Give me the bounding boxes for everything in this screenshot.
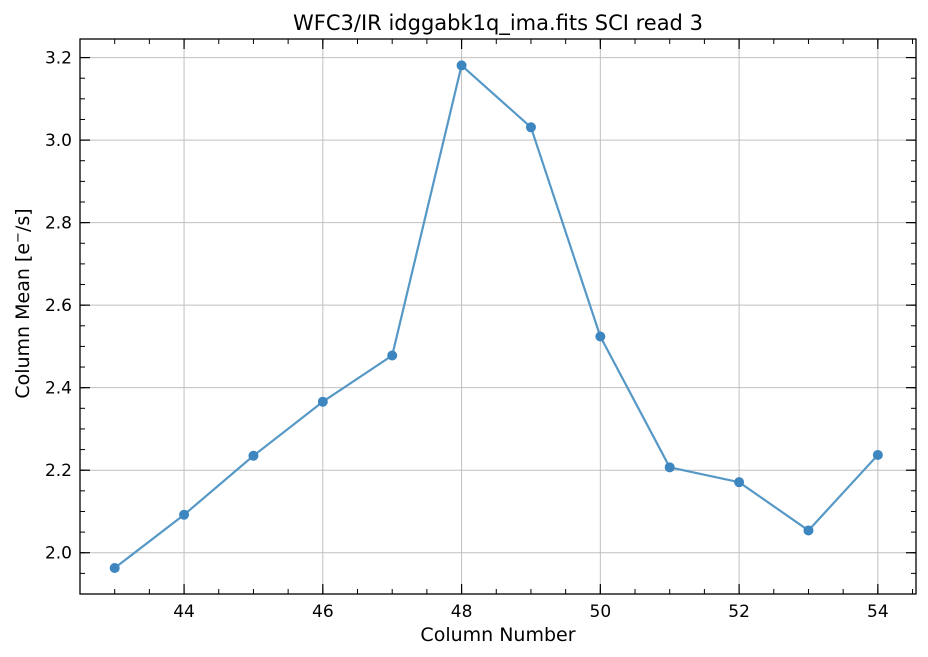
grid	[80, 39, 916, 594]
data-point	[803, 525, 814, 536]
y-tick-label: 2.0	[45, 544, 72, 564]
x-tick-label: 44	[173, 602, 195, 622]
y-tick-label: 2.2	[45, 461, 72, 481]
data-point	[109, 563, 120, 574]
data-point	[734, 477, 745, 488]
y-axis-label-superscript: −	[11, 232, 26, 243]
y-axis-label: Column Mean [e−/s]	[11, 208, 34, 398]
series-line	[114, 64, 879, 569]
data-point	[525, 122, 536, 133]
y-tick-label: 2.8	[45, 214, 72, 234]
x-tick-label: 54	[867, 602, 889, 622]
y-tick-label: 3.2	[45, 49, 72, 69]
x-tick-label: 48	[451, 602, 473, 622]
y-tick-label: 2.4	[45, 379, 72, 399]
x-axis-label: Column Number	[420, 624, 575, 646]
data-point	[387, 350, 398, 361]
series-line-group	[109, 60, 883, 574]
data-point	[317, 396, 328, 407]
data-point	[595, 331, 606, 342]
y-tick-label: 3.0	[45, 131, 72, 151]
chart-title: WFC3/IR idggabk1q_ima.fits SCI read 3	[293, 11, 703, 36]
y-axis-label-prefix: Column Mean [e	[12, 243, 34, 399]
y-tick-label: 2.6	[45, 296, 72, 316]
y-axis-label-suffix: /s]	[12, 208, 34, 232]
tick-labels: 44 46 48 50 52 54 2.0 2.2 2.4 2.6 2.8 3.0 3.2	[45, 49, 889, 622]
plot-frame	[79, 38, 917, 595]
data-point	[664, 462, 675, 473]
x-tick-label: 52	[728, 602, 750, 622]
data-point	[872, 449, 883, 460]
axis-ticks	[79, 39, 916, 595]
x-tick-label: 46	[312, 602, 334, 622]
data-point	[179, 509, 190, 520]
x-tick-label: 50	[590, 602, 612, 622]
data-point	[248, 450, 259, 461]
data-point	[456, 60, 467, 71]
